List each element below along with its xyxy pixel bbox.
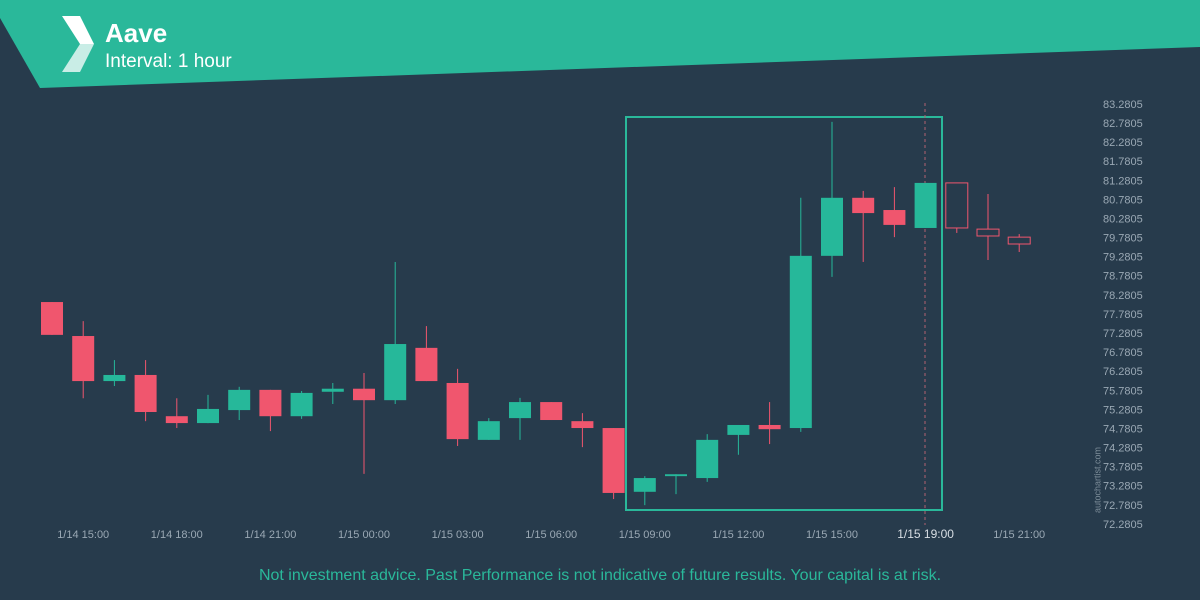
candle-body (883, 210, 906, 225)
y-tick-label: 76.2805 (1103, 366, 1143, 378)
subtitle: Interval: 1 hour (105, 51, 232, 72)
y-tick-label: 75.2805 (1103, 404, 1143, 416)
candle-body (446, 382, 469, 440)
candle-body (727, 424, 750, 435)
y-tick-label: 74.2805 (1103, 443, 1143, 455)
x-tick-label: 1/14 15:00 (57, 529, 109, 541)
title: Aave (105, 18, 167, 48)
x-tick-label: 1/15 21:00 (993, 529, 1045, 541)
y-tick-label: 75.7805 (1103, 385, 1143, 397)
y-tick-label: 72.2805 (1103, 519, 1143, 531)
y-tick-label: 73.2805 (1103, 481, 1143, 493)
logo-lower (62, 44, 94, 72)
candle-body (665, 474, 687, 477)
candle-body (852, 197, 875, 214)
candle-body (976, 228, 1000, 237)
candle-body (789, 255, 812, 429)
candle-body (72, 336, 95, 382)
candle-body (696, 439, 719, 479)
candle-body (384, 344, 407, 401)
y-tick-label: 77.2805 (1103, 328, 1143, 340)
y-tick-label: 79.7805 (1103, 233, 1143, 245)
candle-body (41, 302, 63, 335)
candle-body (821, 197, 843, 256)
pattern-box (625, 116, 943, 511)
y-tick-label: 78.2805 (1103, 290, 1143, 302)
candle-body (602, 428, 625, 493)
y-tick-label: 74.7805 (1103, 423, 1143, 435)
candle-body (228, 389, 251, 411)
y-tick-label: 78.7805 (1103, 271, 1143, 283)
candle-body (540, 402, 563, 421)
x-tick-label: 1/15 12:00 (712, 529, 764, 541)
candle-body (758, 424, 781, 430)
disclaimer: Not investment advice. Past Performance … (259, 567, 941, 584)
candle-body (571, 421, 594, 429)
y-tick-label: 80.2805 (1103, 213, 1143, 225)
candle-body (1007, 236, 1031, 245)
x-tick-label: 1/15 06:00 (525, 529, 577, 541)
candle-body (477, 421, 500, 440)
candle-body (945, 182, 969, 229)
header-band (0, 0, 1200, 88)
logo-upper (62, 16, 94, 44)
candle-body (103, 374, 126, 382)
y-tick-label: 79.2805 (1103, 252, 1143, 264)
watermark: autochartist.com (1092, 447, 1102, 513)
x-tick-label: 1/14 21:00 (244, 529, 296, 541)
candle-body (509, 402, 531, 419)
candle-body (321, 388, 344, 392)
x-tick-label: 1/15 00:00 (338, 529, 390, 541)
x-tick-label: 1/15 15:00 (806, 529, 858, 541)
y-tick-label: 81.2805 (1103, 175, 1143, 187)
y-tick-label: 72.7805 (1103, 500, 1143, 512)
x-tick-label: 1/15 03:00 (432, 529, 484, 541)
y-tick-label: 81.7805 (1103, 156, 1143, 168)
y-tick-label: 77.7805 (1103, 309, 1143, 321)
candle-body (633, 478, 656, 492)
x-tick-label: 1/14 18:00 (151, 529, 203, 541)
candle-body (914, 182, 937, 228)
candle-body (259, 389, 282, 417)
y-tick-label: 82.7805 (1103, 118, 1143, 130)
candle-body (290, 392, 313, 417)
candle-body (197, 408, 219, 424)
logo (62, 16, 94, 72)
candle-body (353, 388, 375, 401)
candle-body (415, 347, 438, 382)
y-tick-label: 73.7805 (1103, 462, 1143, 474)
y-tick-label: 76.7805 (1103, 347, 1143, 359)
y-tick-label: 83.2805 (1103, 99, 1143, 111)
x-tick-label: 1/15 19:00 (897, 527, 954, 541)
candle-body (134, 374, 157, 413)
candle-body (165, 416, 188, 424)
x-tick-label: 1/15 09:00 (619, 529, 671, 541)
y-tick-label: 82.2805 (1103, 137, 1143, 149)
y-tick-label: 80.7805 (1103, 194, 1143, 206)
